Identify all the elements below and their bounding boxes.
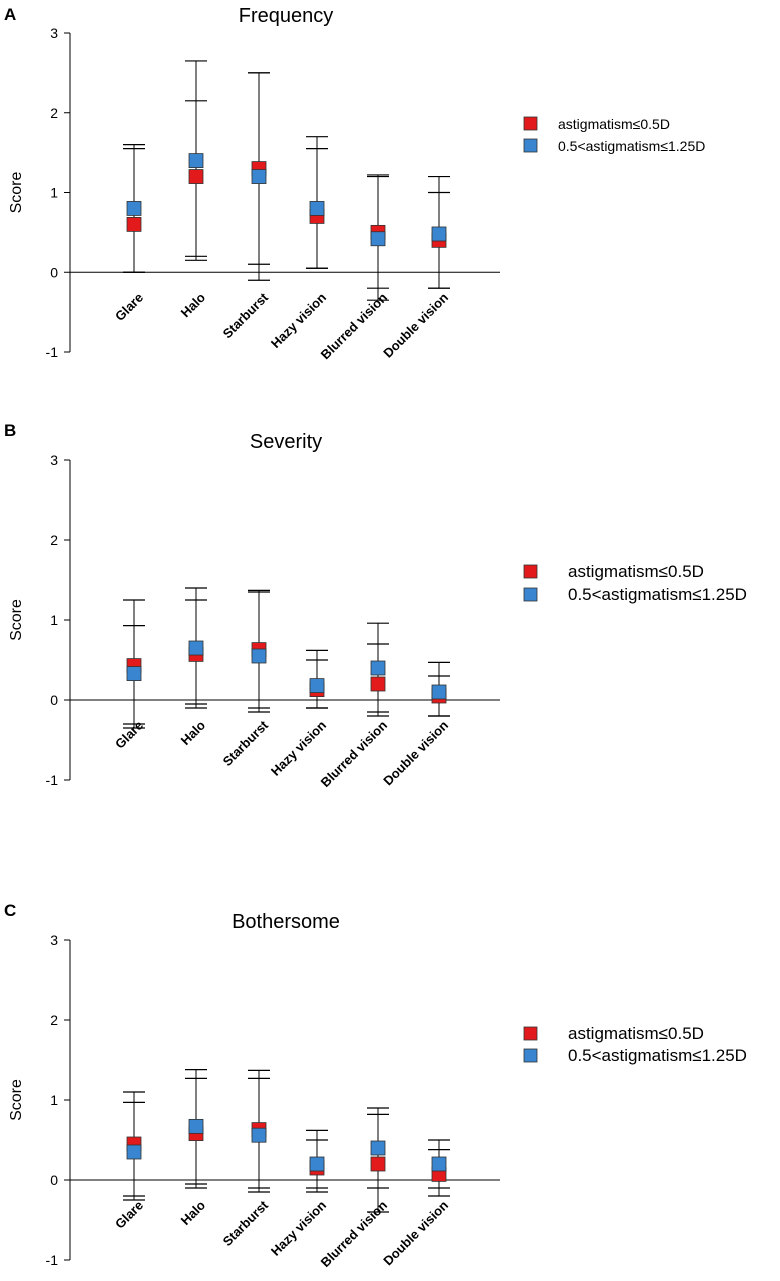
x-tick-label: Halo [178, 1197, 209, 1228]
x-tick-label: Glare [112, 290, 146, 324]
legend-label: astigmatism≤0.5D [568, 1024, 704, 1043]
data-point-series-2 [431, 1156, 447, 1172]
data-point-series-2 [370, 1140, 386, 1156]
data-point-series-1 [126, 216, 142, 232]
x-tick-label: Double vision [380, 290, 451, 361]
x-tick-label: Hazy vision [268, 1197, 329, 1258]
y-tick-label: 1 [50, 1092, 58, 1108]
y-tick-label: 3 [50, 932, 58, 948]
y-tick-label: 1 [50, 612, 58, 628]
data-point-series-1 [188, 169, 204, 184]
legend-swatch [523, 116, 538, 131]
legend-label: astigmatism≤0.5D [568, 562, 704, 581]
chart-title: Frequency [239, 5, 334, 27]
y-axis-label: Score [8, 599, 25, 641]
legend-swatch [523, 587, 538, 602]
legend-swatch [523, 1048, 538, 1063]
y-axis-label: Score [8, 1079, 25, 1121]
y-tick-label: 0 [50, 692, 58, 708]
y-tick-label: 2 [50, 1012, 58, 1028]
data-point-series-1 [370, 676, 386, 692]
x-tick-label: Starburst [220, 717, 272, 769]
data-point-series-2 [251, 648, 267, 664]
x-tick-label: Starburst [220, 289, 272, 341]
x-tick-label: Hazy vision [268, 717, 329, 778]
chart-panel-c: C Bothersome 3 2 1 0 -1 Score Glare Halo Starburst… [4, 901, 747, 1270]
panel-letter: C [4, 901, 16, 920]
legend-label: 0.5<astigmatism≤1.25D [568, 585, 747, 604]
y-tick-label: 3 [50, 25, 58, 41]
x-tick-label: Hazy vision [268, 290, 329, 351]
data-point-series-2 [309, 1156, 325, 1172]
legend-swatch [523, 138, 538, 153]
x-tick-label: Starburst [220, 1197, 272, 1249]
y-tick-label: -1 [46, 344, 59, 360]
data-point-series-2 [188, 1119, 204, 1134]
chart-title: Severity [250, 431, 322, 453]
panel-letter: B [4, 421, 16, 440]
y-tick-label: 0 [50, 264, 58, 280]
y-axis-label: Score [8, 172, 25, 214]
x-tick-label: Halo [178, 717, 209, 748]
x-tick-label: Double vision [380, 1197, 451, 1268]
data-point-series-2 [309, 678, 325, 693]
x-tick-label: Halo [178, 290, 209, 321]
x-tick-label: Glare [112, 718, 146, 752]
legend-label: 0.5<astigmatism≤1.25D [558, 138, 705, 154]
panel-letter: A [4, 5, 16, 24]
data-point-series-2 [188, 153, 204, 169]
chart-panel-a: A Frequency 3 2 1 0 -1 Score Glare Halo StarburstH… [4, 5, 705, 362]
y-tick-label: 1 [50, 185, 58, 201]
y-tick-label: 2 [50, 105, 58, 121]
x-tick-label: Double vision [380, 717, 451, 788]
legend-swatch [523, 564, 538, 579]
y-tick-label: -1 [46, 772, 59, 788]
data-point-series-2 [126, 201, 142, 216]
data-point-series-2 [309, 201, 325, 216]
data-point-series-2 [370, 231, 386, 247]
chart-title: Bothersome [232, 911, 340, 933]
data-point-series-2 [251, 169, 267, 184]
legend-swatch [523, 1026, 538, 1041]
data-point-series-2 [126, 666, 142, 681]
data-point-series-2 [370, 660, 386, 676]
data-point-series-2 [431, 226, 447, 242]
data-point-series-2 [188, 640, 204, 656]
data-point-series-2 [251, 1127, 267, 1143]
y-tick-label: 3 [50, 452, 58, 468]
legend-label: astigmatism≤0.5D [558, 116, 670, 132]
legend-label: 0.5<astigmatism≤1.25D [568, 1046, 747, 1065]
data-point-series-2 [431, 684, 447, 700]
y-tick-label: 2 [50, 532, 58, 548]
y-tick-label: -1 [46, 1252, 59, 1268]
data-point-series-1 [370, 1156, 386, 1172]
y-tick-label: 0 [50, 1172, 58, 1188]
x-tick-label: Glare [112, 1198, 146, 1232]
chart-panel-b: B Severity 3 2 1 0 -1 Score Glare Halo StarburstHa… [4, 421, 747, 790]
data-point-series-2 [126, 1144, 142, 1160]
